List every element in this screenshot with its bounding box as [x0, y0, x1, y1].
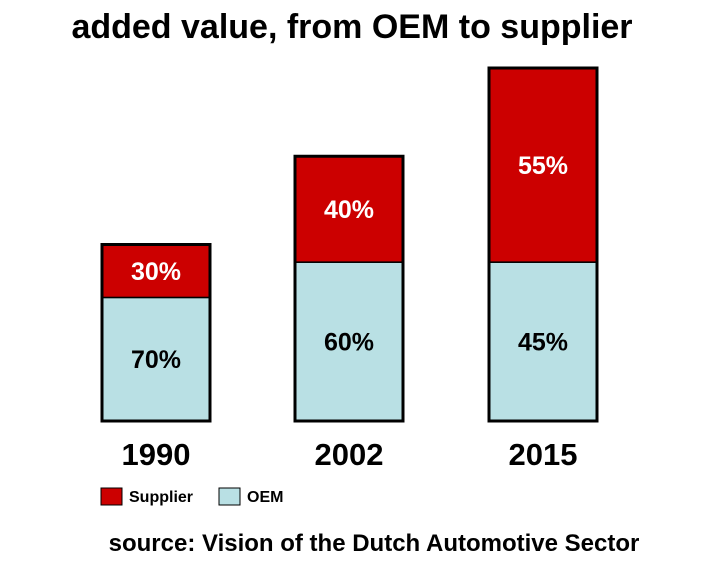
- bar-supplier-1990: [101, 243, 211, 299]
- label-oem-2015: 45%: [518, 329, 568, 357]
- bar-outline-2002: [293, 154, 405, 423]
- category-label-2015: 2015: [509, 437, 578, 472]
- bar-oem-1990: [101, 296, 211, 422]
- bar-outline-1990: [100, 243, 212, 423]
- legend-label-supplier: Supplier: [129, 489, 193, 506]
- chart-title: added value, from OEM to supplier: [71, 8, 632, 46]
- bar-supplier-2015: [488, 67, 598, 263]
- legend-swatch-supplier: [100, 487, 123, 506]
- bars-group: 30% 70% 40% 60% 55% 45%: [100, 66, 599, 423]
- bar-outline-2015: [487, 66, 599, 423]
- legend-label-oem: OEM: [247, 489, 283, 506]
- label-supplier-2015: 55%: [518, 152, 568, 180]
- label-oem-1990: 70%: [131, 346, 181, 374]
- category-labels: 1990 2002 2015: [122, 437, 578, 472]
- category-label-2002: 2002: [315, 437, 384, 472]
- legend-swatch-oem: [218, 487, 241, 506]
- label-oem-2002: 60%: [324, 329, 374, 357]
- legend: Supplier OEM: [100, 487, 283, 506]
- source-note: source: Vision of the Dutch Automotive S…: [109, 530, 640, 557]
- label-supplier-1990: 30%: [131, 258, 181, 286]
- label-supplier-2002: 40%: [324, 196, 374, 224]
- category-label-1990: 1990: [122, 437, 191, 472]
